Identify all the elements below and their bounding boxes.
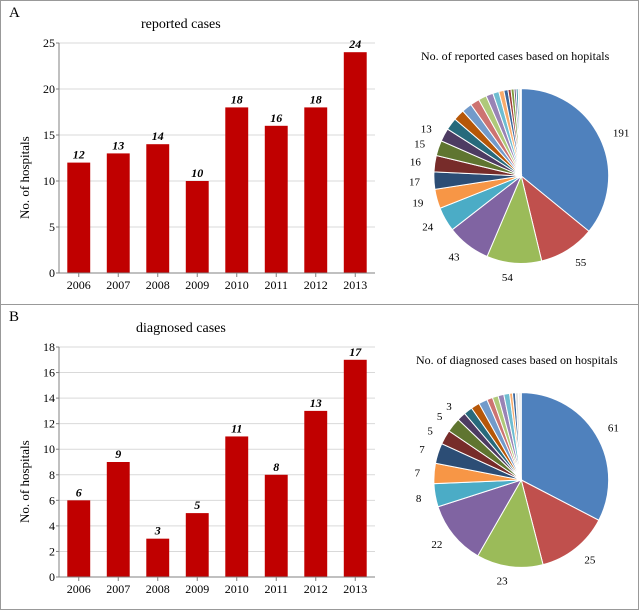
svg-text:5: 5: [49, 220, 55, 234]
svg-text:13: 13: [112, 138, 124, 152]
svg-text:2: 2: [49, 544, 55, 558]
svg-text:8: 8: [49, 468, 55, 482]
svg-text:10: 10: [43, 442, 55, 456]
svg-text:17: 17: [409, 176, 421, 188]
svg-text:2011: 2011: [264, 278, 288, 292]
figure: A reported cases No. of hospitals 051015…: [0, 0, 639, 610]
svg-text:12: 12: [43, 417, 55, 431]
svg-text:14: 14: [43, 391, 55, 405]
svg-text:6: 6: [76, 485, 82, 499]
svg-text:5: 5: [427, 425, 433, 437]
svg-text:0: 0: [49, 266, 55, 280]
svg-text:6: 6: [49, 493, 55, 507]
panel-b-label: B: [9, 309, 19, 326]
bar-chart-a: 0 5 10 15 20 25 12 2006 13 2007 14 2008 10 2009 18 2010…: [31, 31, 381, 301]
svg-text:2006: 2006: [67, 278, 91, 292]
svg-text:15: 15: [43, 128, 55, 142]
svg-text:2012: 2012: [304, 582, 328, 596]
svg-text:2008: 2008: [146, 278, 170, 292]
svg-text:5: 5: [437, 411, 443, 423]
svg-text:20: 20: [43, 82, 55, 96]
svg-text:3: 3: [154, 524, 161, 538]
svg-text:24: 24: [348, 37, 361, 51]
svg-text:191: 191: [613, 128, 630, 140]
svg-text:16: 16: [43, 366, 55, 380]
svg-text:3: 3: [446, 401, 452, 413]
svg-text:2010: 2010: [225, 278, 249, 292]
svg-text:24: 24: [422, 221, 434, 233]
svg-text:8: 8: [273, 460, 279, 474]
pie-chart-a: 191 55 54 43 24 19 17 16 15 13: [381, 61, 636, 291]
panel-a: A reported cases No. of hospitals 051015…: [0, 0, 639, 305]
svg-text:2013: 2013: [343, 582, 367, 596]
svg-text:22: 22: [431, 539, 442, 551]
svg-text:2012: 2012: [304, 278, 328, 292]
svg-text:18: 18: [231, 92, 243, 106]
svg-text:54: 54: [502, 272, 514, 284]
svg-text:2013: 2013: [343, 278, 367, 292]
svg-text:14: 14: [152, 129, 164, 143]
svg-text:2009: 2009: [185, 582, 209, 596]
svg-text:9: 9: [115, 447, 121, 461]
svg-text:7: 7: [415, 467, 421, 479]
svg-text:0: 0: [49, 570, 55, 584]
svg-text:2010: 2010: [225, 582, 249, 596]
svg-text:5: 5: [194, 498, 200, 512]
svg-text:25: 25: [584, 554, 596, 566]
svg-text:15: 15: [414, 139, 426, 151]
svg-text:8: 8: [416, 493, 422, 505]
svg-text:16: 16: [270, 111, 282, 125]
svg-text:13: 13: [310, 396, 322, 410]
svg-text:61: 61: [608, 422, 619, 434]
svg-text:12: 12: [73, 148, 85, 162]
pie-chart-b: 61252322877553: [381, 365, 636, 595]
svg-text:13: 13: [421, 123, 433, 135]
svg-text:11: 11: [231, 421, 242, 435]
svg-text:16: 16: [410, 157, 422, 169]
svg-text:19: 19: [412, 198, 424, 210]
svg-text:2008: 2008: [146, 582, 170, 596]
svg-text:4: 4: [49, 519, 55, 533]
svg-text:2006: 2006: [67, 582, 91, 596]
svg-text:2011: 2011: [264, 582, 288, 596]
svg-text:18: 18: [310, 92, 322, 106]
svg-text:2007: 2007: [106, 582, 130, 596]
svg-text:55: 55: [575, 257, 587, 269]
svg-text:43: 43: [448, 251, 460, 263]
panel-b: B diagnosed cases No. of hospitals 02468…: [0, 305, 639, 610]
svg-text:17: 17: [349, 345, 362, 359]
svg-text:7: 7: [419, 444, 425, 456]
svg-text:25: 25: [43, 36, 55, 50]
svg-text:10: 10: [191, 166, 203, 180]
svg-text:2009: 2009: [185, 278, 209, 292]
svg-text:18: 18: [43, 340, 55, 354]
panel-a-label: A: [9, 5, 20, 22]
svg-text:2007: 2007: [106, 278, 130, 292]
svg-text:10: 10: [43, 174, 55, 188]
bar-chart-b: 0 2 4 6 8 10 12 14 16 18 6 2006 9 2007 3 2008 5 2009 11 201…: [31, 335, 381, 605]
svg-text:23: 23: [497, 575, 509, 587]
